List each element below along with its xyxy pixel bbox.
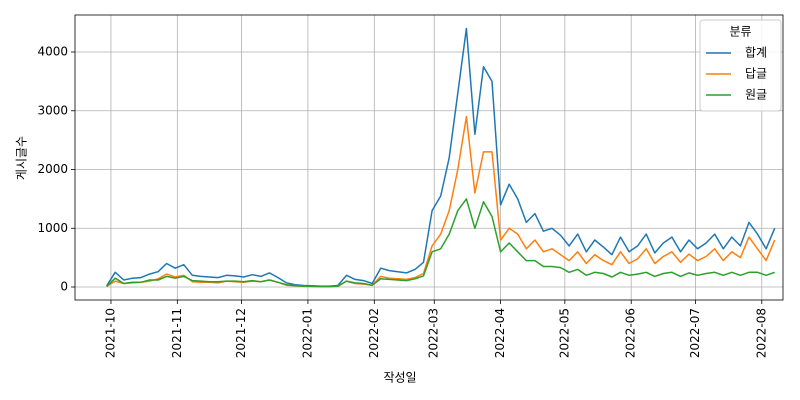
x-tick-label: 2022-02 bbox=[367, 308, 381, 358]
legend-label: 합계 bbox=[745, 46, 767, 60]
x-tick-label: 2021-12 bbox=[234, 308, 248, 358]
x-tick-label: 2021-10 bbox=[103, 308, 117, 358]
x-tick-label: 2022-04 bbox=[493, 308, 507, 358]
x-tick-label: 2022-07 bbox=[688, 308, 702, 358]
y-tick-label: 3000 bbox=[37, 103, 68, 117]
x-tick-label: 2022-08 bbox=[754, 308, 768, 358]
series-line bbox=[106, 27, 776, 287]
legend-label: 답글 bbox=[745, 67, 767, 81]
x-tick-label: 2022-05 bbox=[557, 308, 571, 358]
y-axis-label: 게시글수 bbox=[15, 136, 29, 180]
y-tick-label: 4000 bbox=[37, 45, 68, 59]
y-tick-label: 0 bbox=[60, 280, 68, 294]
y-tick-label: 2000 bbox=[37, 162, 68, 176]
x-tick-label: 2021-11 bbox=[170, 308, 184, 358]
legend-label: 원글 bbox=[745, 88, 767, 102]
legend-box bbox=[699, 19, 782, 112]
series-line bbox=[106, 115, 776, 288]
x-tick-label: 2022-01 bbox=[300, 308, 314, 358]
x-axis-label: 작성일 bbox=[383, 371, 416, 385]
y-tick-label: 1000 bbox=[37, 221, 68, 235]
x-tick-label: 2022-03 bbox=[427, 308, 441, 358]
plot-frame bbox=[74, 14, 784, 301]
legend-title: 분류 bbox=[729, 25, 751, 39]
series-line bbox=[106, 198, 775, 288]
x-tick-label: 2022-06 bbox=[624, 308, 638, 358]
